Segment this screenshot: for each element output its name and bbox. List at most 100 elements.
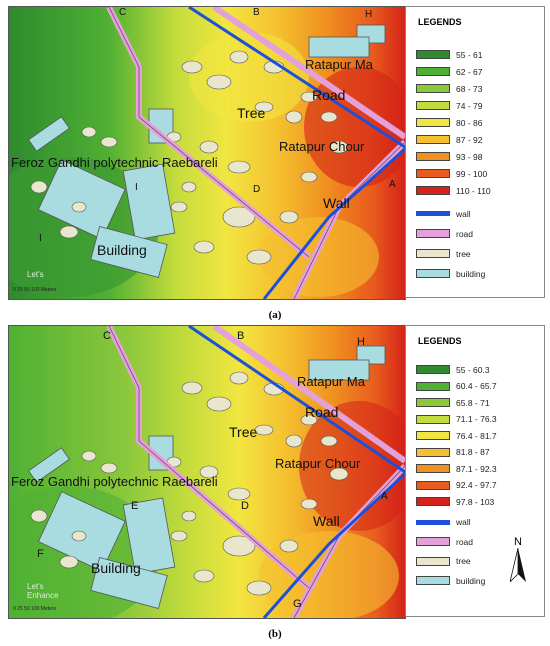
legend-feature-item: road bbox=[416, 536, 473, 547]
point-g: G bbox=[293, 598, 302, 610]
caption-b: (b) bbox=[268, 628, 282, 640]
legend-class-item: 65.8 - 71 bbox=[416, 397, 490, 408]
scale-bar: 0 25 50 100 Meters bbox=[13, 606, 57, 612]
legend-class-label: 68 - 73 bbox=[456, 83, 483, 94]
legend-swatch bbox=[416, 101, 450, 110]
point-d: D bbox=[241, 500, 249, 512]
legend-class-label: 99 - 100 bbox=[456, 168, 488, 179]
legend-class-item: 92.4 - 97.7 bbox=[416, 480, 497, 491]
legend-class-label: 110 - 110 bbox=[456, 185, 491, 196]
legend-swatch bbox=[416, 229, 450, 238]
legend-feature-item: building bbox=[416, 268, 485, 279]
point-c: C bbox=[119, 7, 127, 18]
label-ratapur-ma: Ratapur Ma bbox=[297, 374, 365, 389]
legend-feature-item: tree bbox=[416, 248, 471, 259]
legend-class-label: 87 - 92 bbox=[456, 134, 483, 145]
legend-swatch bbox=[416, 519, 450, 525]
panel-a: Ratapur Ma Road Tree Ratapur Chour Feroz… bbox=[8, 6, 545, 321]
legend-swatch bbox=[416, 186, 450, 195]
legend-class-item: 99 - 100 bbox=[416, 168, 487, 179]
legend-class-label: 71.1 - 76.3 bbox=[456, 414, 497, 424]
point-i: I bbox=[135, 182, 138, 193]
legend-class-item: 74 - 79 bbox=[416, 100, 482, 111]
legend-b: LEGENDS 55 - 60.3 60.4 - 65.7 65.8 - 71 71.… bbox=[405, 325, 545, 617]
label-feroz-gandhi: Feroz Gandhi polytechnic Raebareli bbox=[11, 474, 218, 489]
legend-swatch bbox=[416, 556, 450, 566]
legend-class-item: 110 - 110 bbox=[416, 185, 491, 196]
legend-class-item: 93 - 98 bbox=[416, 151, 482, 162]
legend-class-label: 55 - 60.3 bbox=[456, 364, 490, 375]
legend-feature-label: wall bbox=[456, 517, 471, 527]
point-a: A bbox=[381, 491, 388, 502]
point-c: C bbox=[103, 330, 111, 342]
point-i: I bbox=[39, 233, 42, 244]
legend-feature-item: wall bbox=[416, 517, 471, 528]
point-b: B bbox=[253, 7, 260, 18]
north-arrow: N bbox=[506, 536, 530, 582]
legend-swatch bbox=[416, 169, 450, 178]
legend-swatch bbox=[416, 381, 450, 391]
legend-class-item: 87.1 - 92.3 bbox=[416, 463, 497, 474]
legend-swatch bbox=[416, 480, 450, 490]
legend-feature-label: building bbox=[456, 575, 486, 586]
legend-class-label: 65.8 - 71 bbox=[456, 397, 490, 408]
legend-class-item: 87 - 92 bbox=[416, 134, 482, 145]
legend-class-item: 76.4 - 81.7 bbox=[416, 430, 497, 441]
legend-class-label: 93 - 98 bbox=[456, 151, 483, 162]
legend-swatch bbox=[416, 431, 450, 440]
legend-swatch bbox=[416, 249, 450, 258]
legend-class-label: 92.4 - 97.7 bbox=[456, 480, 497, 490]
point-b: B bbox=[237, 330, 245, 342]
legend-class-label: 81.8 - 87 bbox=[456, 447, 490, 457]
legend-class-item: 60.4 - 65.7 bbox=[416, 381, 497, 392]
legend-swatch bbox=[416, 84, 450, 93]
legend-class-item: 55 - 61 bbox=[416, 49, 482, 60]
legend-class-item: 62 - 67 bbox=[416, 66, 482, 77]
legend-swatch bbox=[416, 50, 450, 59]
label-road: Road bbox=[312, 87, 346, 103]
legend-title: LEGENDS bbox=[418, 17, 462, 27]
label-tree: Tree bbox=[229, 424, 258, 440]
legend-swatch bbox=[416, 497, 450, 506]
label-building: Building bbox=[97, 242, 147, 258]
label-ratapur-ma: Ratapur Ma bbox=[305, 57, 373, 72]
label-wall: Wall bbox=[313, 513, 340, 529]
legend-class-label: 60.4 - 65.7 bbox=[456, 381, 497, 391]
legend-title: LEGENDS bbox=[418, 336, 462, 346]
legend-class-item: 80 - 86 bbox=[416, 117, 482, 128]
legend-swatch bbox=[416, 118, 450, 127]
legend-feature-label: tree bbox=[456, 556, 471, 566]
label-wall: Wall bbox=[323, 195, 350, 211]
legend-feature-label: road bbox=[456, 536, 474, 547]
legend-swatch bbox=[416, 211, 450, 216]
legend-swatch bbox=[416, 414, 450, 424]
legend-feature-item: tree bbox=[416, 556, 471, 567]
legend-feature-label: wall bbox=[456, 208, 471, 219]
watermark: Let's Enhance bbox=[27, 582, 59, 600]
watermark: Let's bbox=[27, 270, 44, 279]
legend-swatch bbox=[416, 576, 450, 585]
label-road: Road bbox=[305, 404, 339, 420]
point-h: H bbox=[357, 336, 365, 348]
legend-class-item: 81.8 - 87 bbox=[416, 447, 490, 458]
point-d: D bbox=[253, 184, 261, 195]
label-building: Building bbox=[91, 560, 141, 576]
legend-class-label: 87.1 - 92.3 bbox=[456, 463, 497, 474]
caption-a: (a) bbox=[268, 309, 282, 321]
legend-class-label: 55 - 61 bbox=[456, 49, 483, 60]
legend-class-label: 80 - 86 bbox=[456, 117, 483, 128]
point-a: A bbox=[389, 179, 396, 190]
legend-swatch bbox=[416, 67, 450, 76]
legend-swatch bbox=[416, 464, 450, 473]
legend-feature-label: building bbox=[456, 268, 486, 279]
legend-class-item: 97.8 - 103 bbox=[416, 496, 494, 507]
legend-swatch bbox=[416, 398, 450, 407]
legend-feature-item: road bbox=[416, 228, 473, 239]
legend-class-item: 71.1 - 76.3 bbox=[416, 414, 497, 425]
label-ratapur-chour: Ratapur Chour bbox=[279, 139, 365, 154]
legend-feature-item: wall bbox=[416, 208, 471, 219]
legend-swatch bbox=[416, 537, 450, 546]
legend-feature-label: tree bbox=[456, 248, 471, 259]
legend-class-label: 76.4 - 81.7 bbox=[456, 430, 497, 441]
label-tree: Tree bbox=[237, 105, 266, 121]
